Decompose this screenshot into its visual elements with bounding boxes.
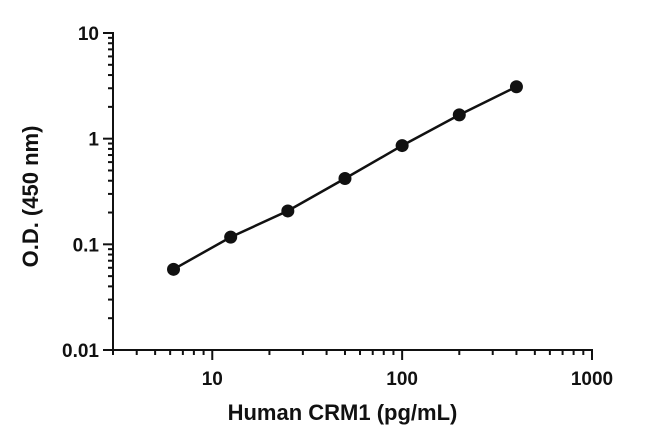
data-point [224,230,238,244]
x-tick-label: 100 [386,369,418,390]
axes [112,32,593,351]
data-point [395,139,409,153]
data-point [509,80,523,94]
data-point [338,171,352,185]
y-tick-label: 1 [88,130,99,151]
data-point [167,262,181,276]
y-tick-label: 0.01 [62,341,99,362]
data-point [452,108,466,122]
y-tick-label: 0.1 [73,235,100,256]
x-axis-title: Human CRM1 (pg/mL) [228,400,458,425]
x-ticks: 10 100 1000 [112,350,613,390]
x-tick-label: 1000 [571,369,613,390]
y-tick-label: 10 [78,24,99,45]
y-axis-title: O.D. (450 nm) [18,126,43,268]
x-tick-label: 10 [202,369,223,390]
y-ticks: 0.01 0.1 1 10 [62,24,113,362]
data-point [281,204,295,218]
plot-area [167,80,523,276]
